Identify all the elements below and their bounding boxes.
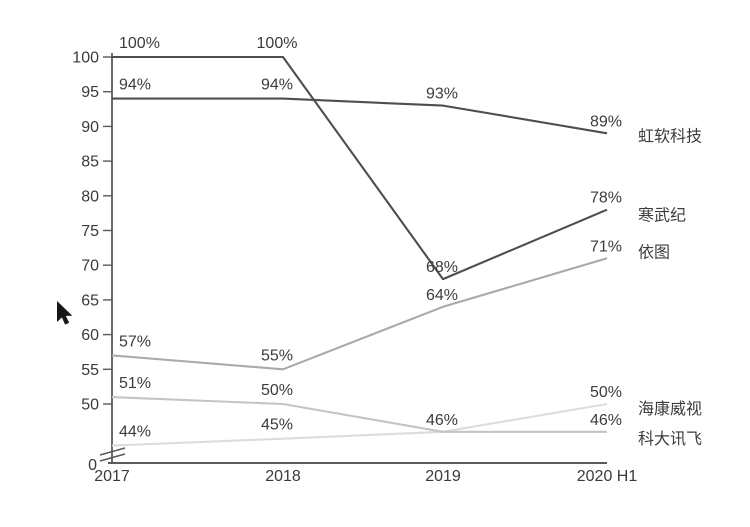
axis-break-mark [99, 447, 126, 456]
data-label-iflytek: 51% [119, 375, 151, 392]
y-tick-label: 80 [81, 188, 99, 205]
y-tick-label: 70 [81, 258, 99, 275]
series-line-yitu [111, 257, 608, 371]
data-label-iflytek: 46% [426, 412, 458, 429]
data-label-cambricon: 100% [119, 35, 160, 52]
legend-label-yitu: 依图 [638, 243, 670, 261]
data-label-hikvision: 45% [261, 417, 293, 434]
data-label-yitu: 71% [590, 238, 622, 255]
data-label-iflytek: 46% [590, 412, 622, 429]
x-axis-label: 2017 [94, 468, 130, 485]
axis-break-mark [99, 453, 126, 462]
y-tick-label: 100 [72, 50, 99, 67]
data-label-arcsoft: 94% [119, 77, 151, 94]
mouse-cursor-icon [57, 301, 73, 325]
y-tick-label: 55 [81, 362, 99, 379]
data-label-cambricon: 68% [426, 259, 458, 276]
y-tick-label: 60 [81, 327, 99, 344]
series-line-hikvision [111, 402, 608, 447]
data-label-yitu: 64% [426, 287, 458, 304]
data-label-arcsoft: 94% [261, 77, 293, 94]
y-tick-label: 50 [81, 397, 99, 414]
y-tick-label: 90 [81, 119, 99, 136]
legend-label-iflytek: 科大讯飞 [638, 430, 702, 448]
x-axis-label: 2020 H1 [577, 468, 638, 485]
legend-label-arcsoft: 虹软科技 [638, 127, 702, 145]
data-label-yitu: 57% [119, 333, 151, 350]
data-label-cambricon: 78% [590, 190, 622, 207]
y-tick-label: 65 [81, 292, 99, 309]
y-tick-label: 85 [81, 154, 99, 171]
legend-label-cambricon: 寒武纪 [638, 206, 686, 225]
y-tick-label: 75 [81, 223, 99, 240]
legend-label-hikvision: 海康威视 [638, 400, 702, 418]
series-line-iflytek [111, 396, 607, 433]
x-axis-label: 2019 [425, 468, 461, 485]
x-axis-label: 2018 [265, 468, 301, 485]
data-label-iflytek: 50% [261, 382, 293, 399]
data-label-cambricon: 100% [257, 35, 298, 52]
y-zero-label: 0 [88, 457, 97, 474]
data-label-yitu: 55% [261, 347, 293, 364]
series-line-arcsoft [112, 97, 608, 135]
data-label-hikvision: 50% [590, 384, 622, 401]
data-label-hikvision: 44% [119, 424, 151, 441]
data-label-arcsoft: 93% [426, 86, 458, 103]
y-tick-label: 95 [81, 84, 99, 101]
series-line-cambricon [112, 55, 608, 281]
data-label-arcsoft: 89% [590, 113, 622, 130]
